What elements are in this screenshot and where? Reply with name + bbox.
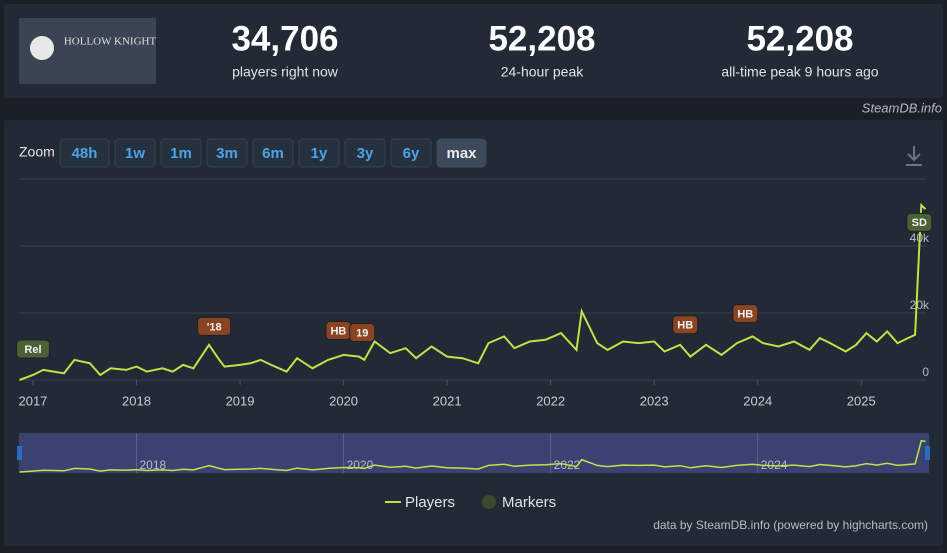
y-tick-label: 20k (910, 298, 930, 312)
stat-label: all-time peak 9 hours ago (721, 64, 878, 80)
zoom-button-label[interactable]: max (446, 145, 477, 162)
marker-label[interactable]: 19 (356, 327, 368, 339)
marker-flag[interactable] (15, 339, 50, 359)
marker-flag[interactable] (906, 212, 933, 232)
navigator-line (19, 439, 926, 473)
marker-flag[interactable] (672, 315, 699, 335)
marker-label[interactable]: SD (912, 217, 927, 229)
zoom-button[interactable] (59, 138, 110, 168)
zoom-button[interactable] (436, 138, 487, 168)
zoom-button-label[interactable]: 6y (403, 145, 420, 162)
x-tick-label: 2018 (122, 393, 151, 408)
stat-label: 24-hour peak (501, 64, 585, 80)
x-tick-label: 2020 (329, 393, 358, 408)
credit[interactable]: SteamDB.info (862, 100, 942, 115)
marker-label[interactable]: HB (737, 308, 753, 320)
chart-panel (4, 120, 943, 546)
legend-label[interactable]: Markers (502, 494, 556, 511)
zoom-button-label[interactable]: 1w (125, 145, 145, 162)
zoom-button[interactable] (114, 138, 156, 168)
marker-flag[interactable] (197, 316, 232, 336)
zoom-button-label[interactable]: 1y (311, 145, 328, 162)
navigator-tick-label: 2018 (139, 458, 166, 472)
stats-panel (4, 4, 943, 98)
zoom-button-label[interactable]: 6m (262, 145, 284, 162)
navigator-handle[interactable] (925, 446, 930, 460)
marker-label[interactable]: HB (330, 325, 346, 337)
zoom-button[interactable] (252, 138, 294, 168)
zoom-button[interactable] (390, 138, 432, 168)
x-tick-label: 2021 (433, 393, 462, 408)
y-tick-label: 0 (922, 365, 929, 379)
stat-value: 34,706 (231, 19, 338, 58)
zoom-button[interactable] (344, 138, 386, 168)
zoom-label: Zoom (19, 144, 55, 160)
stat-value: 52,208 (488, 19, 595, 58)
credits: data by SteamDB.info (powered by highcha… (653, 518, 928, 532)
x-tick-label: 2022 (536, 393, 565, 408)
marker-label[interactable]: Rel (24, 344, 41, 356)
zoom-button-label[interactable]: 3m (216, 145, 238, 162)
zoom-button[interactable] (160, 138, 202, 168)
logo-text: HOLLOW KNIGHT (64, 36, 157, 48)
x-tick-label: 2023 (640, 393, 669, 408)
stat-value: 52,208 (746, 19, 853, 58)
legend-label[interactable]: Players (405, 494, 455, 511)
x-tick-label: 2025 (847, 393, 876, 408)
x-tick-label: 2024 (743, 393, 772, 408)
marker-label[interactable]: '18 (207, 321, 222, 333)
zoom-button-label[interactable]: 1m (170, 145, 192, 162)
marker-flag[interactable] (732, 304, 759, 324)
zoom-button[interactable] (298, 138, 340, 168)
navigator-tick-label: 2020 (347, 458, 374, 472)
marker-flag[interactable] (349, 323, 376, 343)
logo-figure (30, 36, 54, 60)
series-line (19, 202, 927, 381)
legend-marker (482, 495, 496, 509)
x-tick-label: 2019 (226, 393, 255, 408)
zoom-button[interactable] (206, 138, 248, 168)
download-icon[interactable] (906, 146, 922, 166)
zoom-button-label[interactable]: 3y (357, 145, 374, 162)
x-tick-label: 2017 (18, 393, 47, 408)
marker-label[interactable]: HB (677, 320, 693, 332)
navigator-handle[interactable] (17, 446, 22, 460)
stat-label: players right now (232, 64, 339, 80)
zoom-button-label[interactable]: 48h (72, 145, 98, 162)
